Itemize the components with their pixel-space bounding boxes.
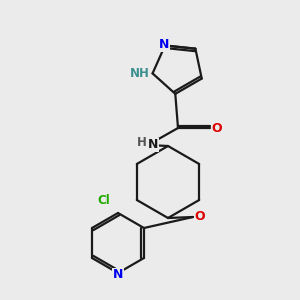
Text: O: O	[212, 122, 222, 134]
Text: NH: NH	[130, 67, 150, 80]
Text: Cl: Cl	[98, 194, 110, 208]
Text: N: N	[159, 38, 169, 51]
Text: N: N	[148, 139, 158, 152]
Text: H: H	[137, 136, 147, 149]
Text: O: O	[195, 211, 205, 224]
Text: N: N	[113, 268, 123, 281]
